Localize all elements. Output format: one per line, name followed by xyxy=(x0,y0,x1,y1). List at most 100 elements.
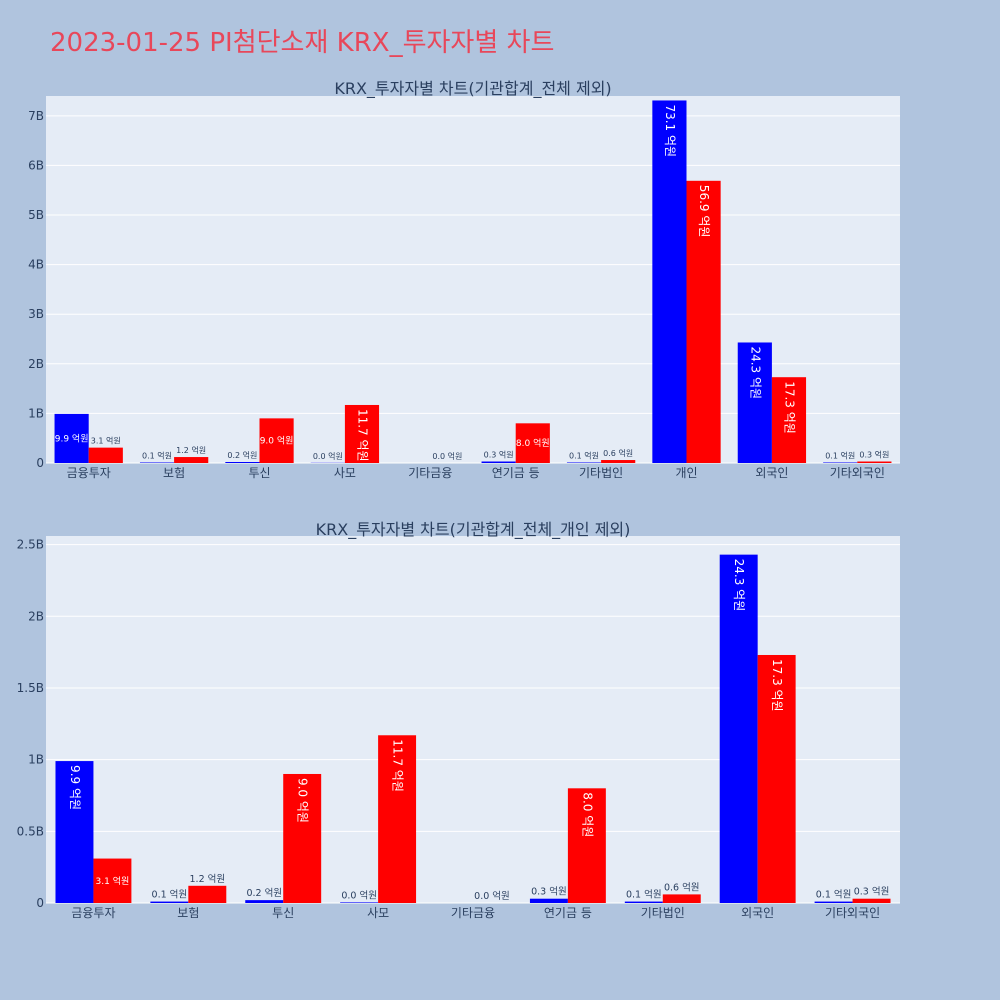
bar-label: 56.9 억원 xyxy=(697,185,711,238)
bar-label: 0.0 억원 xyxy=(474,890,510,902)
bar xyxy=(378,735,417,903)
bar xyxy=(88,447,123,463)
bar xyxy=(55,761,94,903)
bar xyxy=(54,413,89,463)
x-tick-label: 사모 xyxy=(367,906,389,920)
bar xyxy=(852,898,891,903)
x-tick-label: 사모 xyxy=(334,466,356,480)
x-tick-label: 보험 xyxy=(163,466,185,480)
bar-label: 0.1 억원 xyxy=(825,451,855,461)
chart-title-2: KRX_투자자별 차트(기관합계_전체_개인 제외) xyxy=(316,520,631,540)
bar-label: 0.3 억원 xyxy=(531,886,567,898)
y-tick-label: 2B xyxy=(28,357,44,371)
bar-label: 0.2 억원 xyxy=(246,887,282,899)
x-tick-label: 투신 xyxy=(248,466,270,480)
bar-label: 0.1 억원 xyxy=(142,451,172,461)
bar xyxy=(737,342,772,463)
x-tick-label: 기타금융 xyxy=(408,466,452,480)
bar-label: 0.0 억원 xyxy=(432,451,462,461)
bar-label: 1.2 억원 xyxy=(176,445,206,455)
x-tick-label: 연기금 등 xyxy=(492,466,540,480)
bar-label: 8.0 억원 xyxy=(516,437,550,449)
bar xyxy=(757,654,796,903)
x-tick-label: 연기금 등 xyxy=(544,906,592,920)
bar-label: 11.7 억원 xyxy=(355,409,369,462)
x-tick-label: 투신 xyxy=(272,906,294,920)
bar-label: 0.3 억원 xyxy=(484,450,514,460)
x-tick-label: 보험 xyxy=(177,906,199,920)
bar xyxy=(857,461,892,463)
x-tick-label: 외국인 xyxy=(741,906,774,920)
bar-label: 11.7 억원 xyxy=(391,739,405,792)
bar xyxy=(814,901,853,903)
y-tick-label: 0 xyxy=(36,456,44,470)
y-tick-label: 6B xyxy=(28,158,44,172)
x-tick-label: 외국인 xyxy=(755,466,788,480)
y-tick-label: 1.5B xyxy=(17,681,44,695)
x-tick-label: 기타외국인 xyxy=(830,466,885,480)
bar xyxy=(245,900,284,903)
y-tick-label: 0 xyxy=(36,896,44,910)
bar-label: 0.2 억원 xyxy=(227,450,257,460)
chart-title-1: KRX_투자자별 차트(기관합계_전체 제외) xyxy=(334,79,611,99)
bar-label: 1.2 억원 xyxy=(190,873,226,885)
bar-label: 9.0 억원 xyxy=(260,435,294,447)
bar xyxy=(93,858,132,903)
bar xyxy=(481,461,516,463)
bar-label: 3.1 억원 xyxy=(91,436,121,446)
bar-label: 0.6 억원 xyxy=(603,448,633,458)
y-tick-label: 7B xyxy=(28,109,44,123)
bar xyxy=(344,404,380,463)
bar-label: 73.1 억원 xyxy=(663,104,677,157)
y-tick-label: 2.5B xyxy=(17,538,44,552)
bar xyxy=(624,901,663,903)
bar xyxy=(601,460,636,463)
y-tick-label: 0.5B xyxy=(17,824,44,838)
x-tick-label: 금융투자 xyxy=(67,466,111,480)
y-tick-label: 2B xyxy=(28,609,44,623)
bar-label: 17.3 억원 xyxy=(782,381,796,434)
bar-label: 3.1 억원 xyxy=(96,875,130,887)
bar xyxy=(515,423,550,463)
bar xyxy=(188,885,227,903)
bar xyxy=(686,180,721,463)
x-tick-label: 개인 xyxy=(675,466,697,480)
x-tick-label: 금융투자 xyxy=(71,906,115,920)
bar-label: 0.6 억원 xyxy=(664,881,700,893)
y-tick-label: 1B xyxy=(28,753,44,767)
bar xyxy=(529,898,568,903)
bar-label: 0.0 억원 xyxy=(341,889,377,901)
bar-label: 24.3 억원 xyxy=(748,346,762,399)
bar-label: 9.9 억원 xyxy=(68,765,82,810)
x-tick-label: 기타법인 xyxy=(579,466,623,480)
page-title: 2023-01-25 PI첨단소재 KRX_투자자별 차트 xyxy=(50,28,555,58)
y-tick-label: 3B xyxy=(28,307,44,321)
bar-label: 17.3 억원 xyxy=(770,659,784,712)
bar-label: 0.1 억원 xyxy=(626,889,662,901)
y-tick-label: 4B xyxy=(28,258,44,272)
bar xyxy=(719,554,758,903)
bar-label: 24.3 억원 xyxy=(732,559,746,612)
bar xyxy=(340,902,379,903)
y-tick-label: 1B xyxy=(28,406,44,420)
bar xyxy=(662,894,701,903)
bar xyxy=(259,418,294,463)
bar-label: 0.3 억원 xyxy=(859,450,889,460)
bar-label: 0.0 억원 xyxy=(313,451,343,461)
bar-label: 8.0 억원 xyxy=(580,792,594,837)
bar xyxy=(567,788,606,903)
bar xyxy=(283,773,322,903)
bar xyxy=(225,462,260,463)
y-tick-label: 5B xyxy=(28,208,44,222)
bar xyxy=(150,901,189,903)
x-tick-label: 기타외국인 xyxy=(825,906,880,920)
bar-label: 0.1 억원 xyxy=(569,451,599,461)
bar xyxy=(174,457,209,463)
x-tick-label: 기타금융 xyxy=(451,906,495,920)
bar-label: 0.1 억원 xyxy=(816,889,852,901)
x-tick-label: 기타법인 xyxy=(641,906,685,920)
bar xyxy=(771,377,807,463)
bar-label: 9.9 억원 xyxy=(55,432,89,444)
bar-label: 0.1 억원 xyxy=(152,889,188,901)
